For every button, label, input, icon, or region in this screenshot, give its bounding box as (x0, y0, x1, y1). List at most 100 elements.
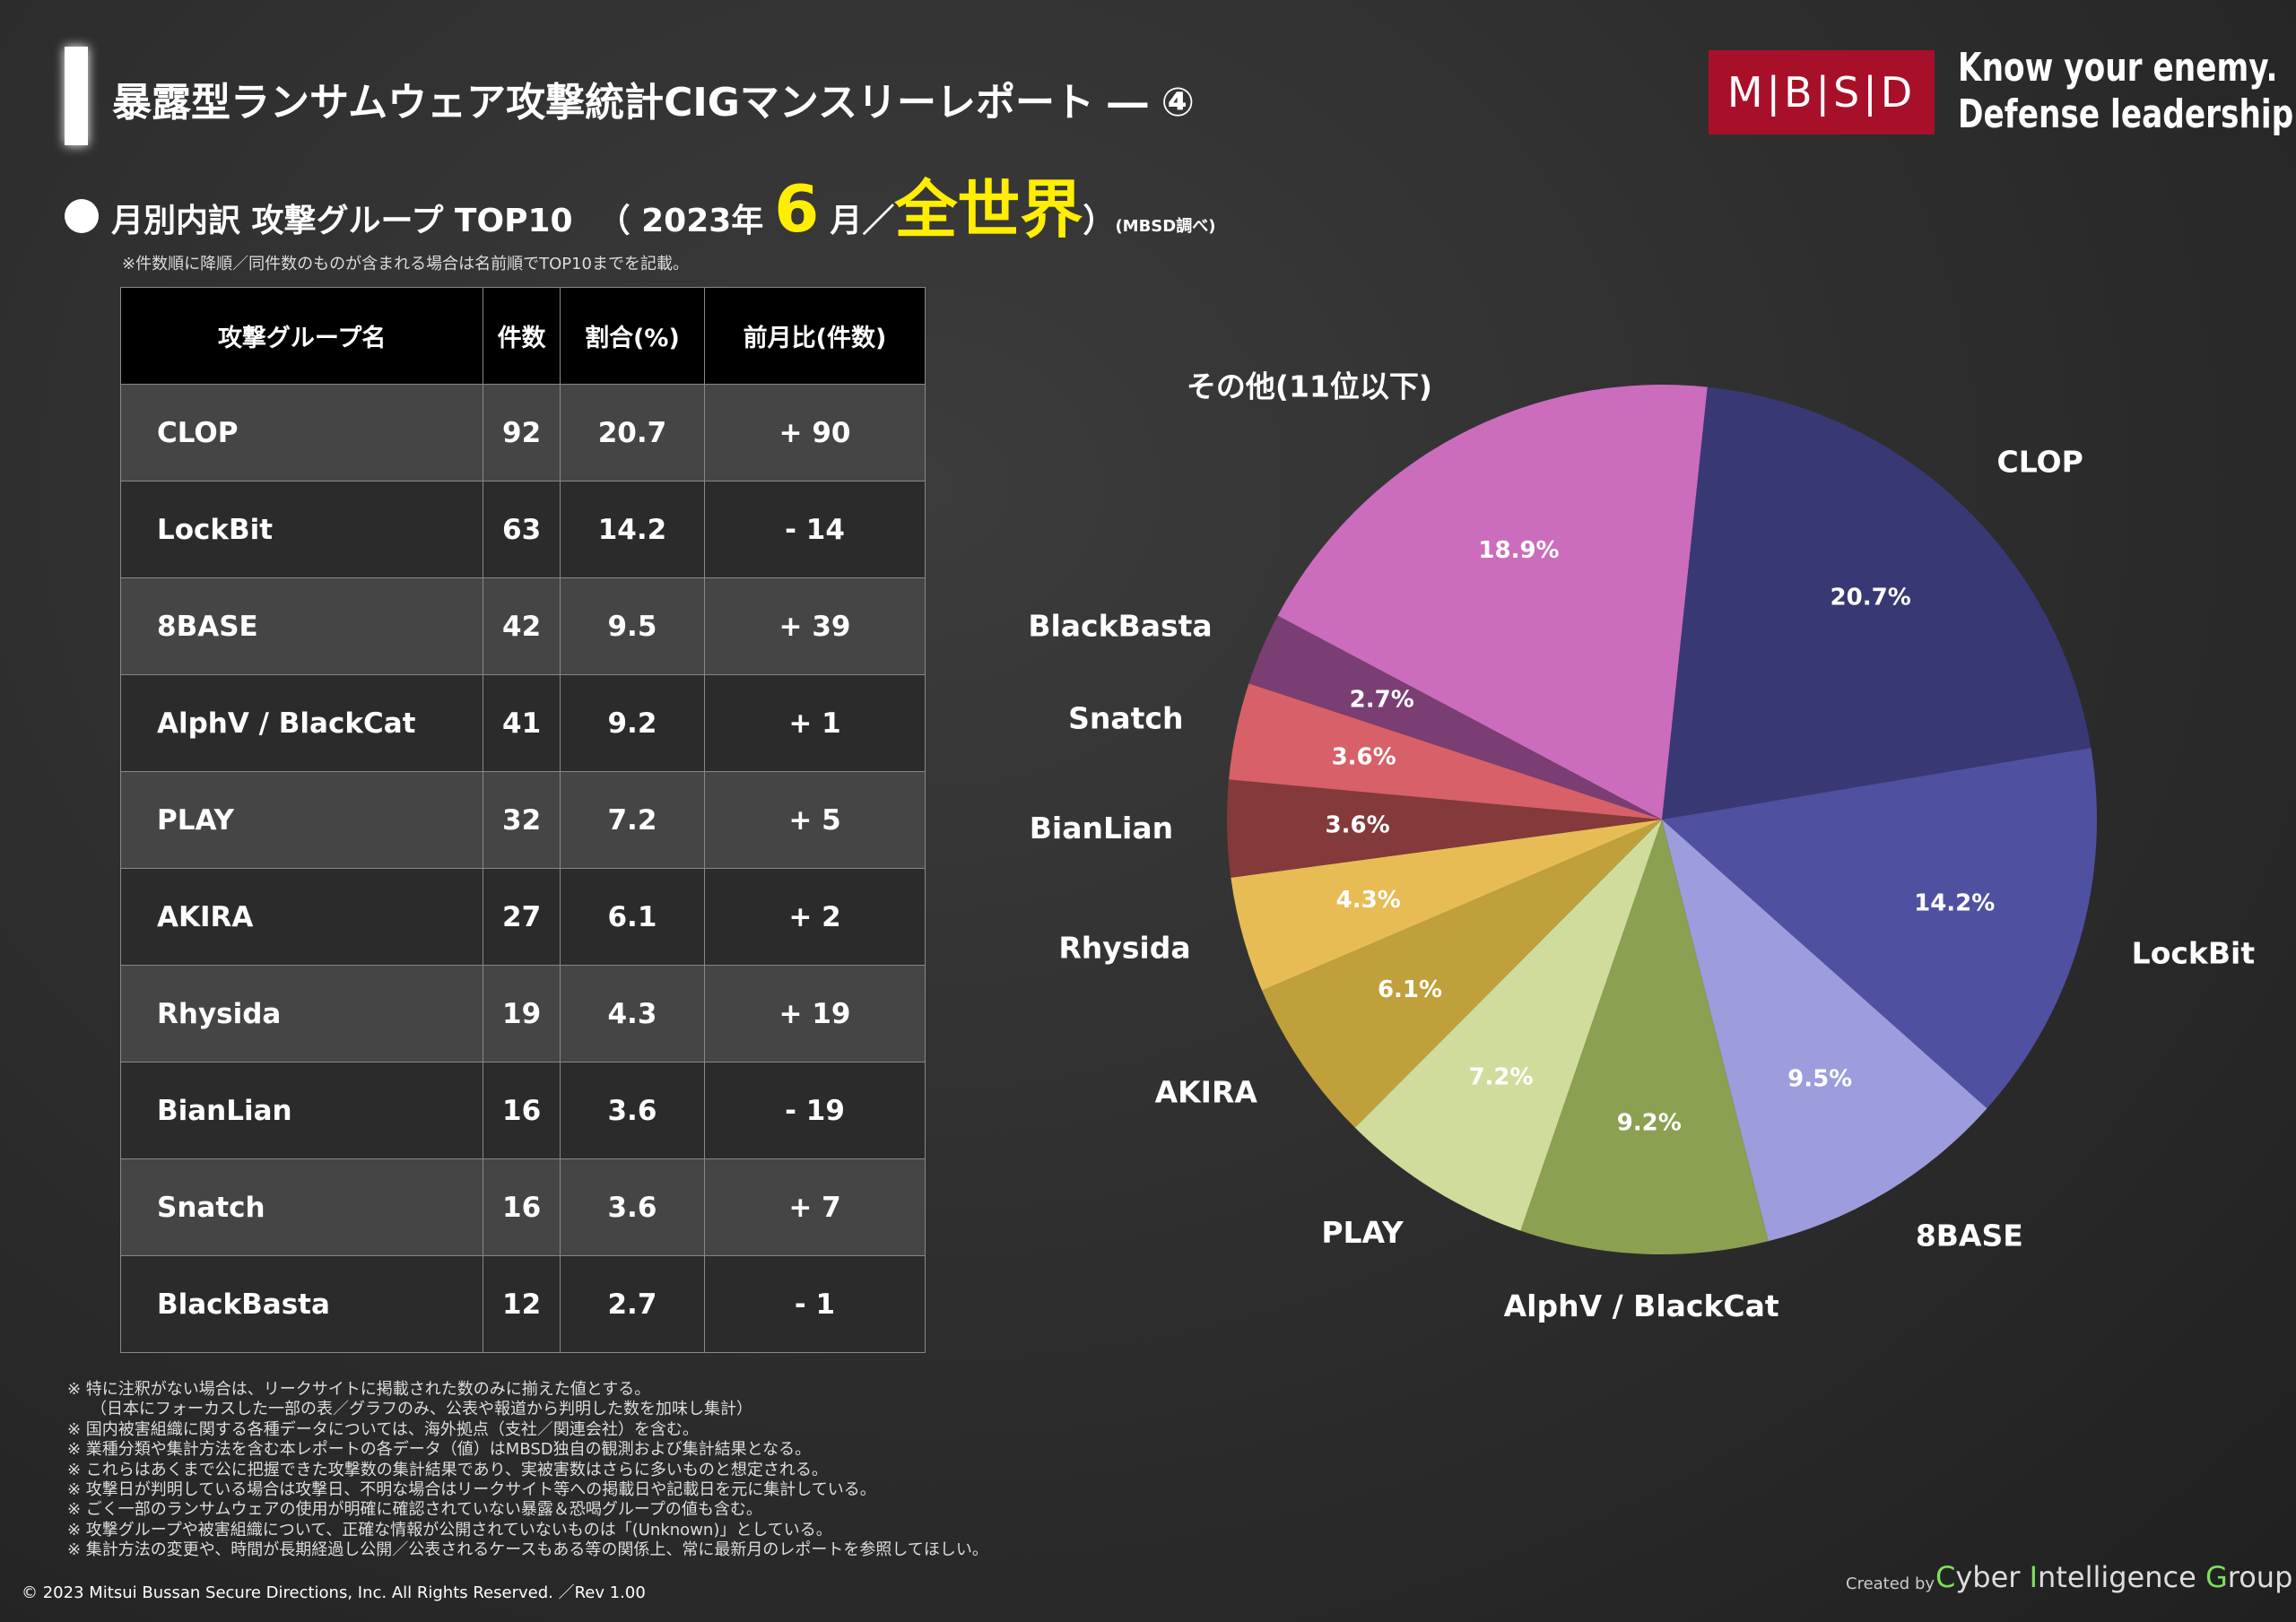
note: ※件数順に降順／同件数のものが含まれる場合は名前順でTOP10までを記載。 (122, 255, 690, 273)
title: 暴露型ランサムウェア攻撃統計CIGマンスリーレポート ― ④ (112, 80, 1195, 126)
slice-category-label: AKIRA (1155, 1074, 1258, 1109)
table-cell: 12 (483, 1255, 561, 1353)
slice-value-label: 7.2% (1468, 1064, 1533, 1091)
slice-category-label: BianLian (1030, 811, 1173, 846)
pie-slice (1662, 748, 2097, 1109)
footnote: （日本にフォーカスした一部の表／グラフのみ、公表や報道から判明した数を加味し集計… (91, 1400, 752, 1419)
subtitle: （ 2023年 (597, 203, 764, 239)
pie-slice (1229, 683, 1662, 820)
table: 攻撃グループ名 件数 割合(%) 前月比(件数) CLOP 92 20.7 + 90 LockB… (119, 287, 926, 1353)
table-cell: 2.7 (559, 1255, 706, 1353)
slice-category-label: BlackBasta (1028, 609, 1212, 644)
table-cell: - 1 (704, 1255, 926, 1353)
slice-value-label: 2.7% (1350, 686, 1414, 713)
table-row: AKIRA 27 6.1 + 2 (119, 868, 926, 966)
title-bar (65, 47, 88, 145)
slice-value-label: 9.5% (1787, 1066, 1852, 1093)
slice-category-label: CLOP (1996, 445, 2083, 480)
copyright: © 2023 Mitsui Bussan Secure Directions, … (22, 1583, 646, 1602)
table-cell: 32 (483, 771, 561, 869)
slice-value-label: 18.9% (1478, 537, 1559, 564)
table-row: 8BASE 42 9.5 + 39 (119, 577, 926, 675)
source: (MBSD調べ) (1115, 217, 1216, 236)
table-cell: 3.6 (559, 1158, 706, 1256)
table-row: BlackBasta 12 2.7- 1 (119, 1255, 926, 1353)
column-header: 割合(%) (559, 287, 706, 385)
pie-slice (1248, 615, 1662, 820)
slice-category-label: Snatch (1068, 700, 1183, 735)
table-row: Rhysida 19 4.3 + 19 (119, 965, 926, 1063)
table-cell: AlphV / BlackCat (119, 674, 484, 772)
table-row: BianLian 16 3.6- 19 (119, 1062, 926, 1159)
slogan: Defense leadership. (1958, 91, 2296, 137)
table-row: AlphV / BlackCat 41 9.2 + 1 (119, 674, 926, 772)
table-cell: BlackBasta (119, 1255, 484, 1353)
table-cell: + 19 (704, 965, 926, 1063)
table-cell: 9.2 (559, 674, 706, 772)
subtitle: 月別内訳 攻撃グループ TOP10 (111, 203, 573, 239)
table-cell: 3.6 (559, 1062, 706, 1159)
table-cell: Snatch (119, 1158, 484, 1256)
table-cell: 14.2 (559, 481, 706, 578)
table-row: Snatch 16 3.6 + 7 (119, 1158, 926, 1256)
pie-slice (1354, 820, 1662, 1231)
footnote: ※ これらはあくまで公に把握できた攻撃数の集計結果であり、実被害数はさらに多いも… (67, 1460, 828, 1479)
table-cell: 41 (483, 674, 561, 772)
slice-category-label: 8BASE (1916, 1218, 2023, 1253)
region: 全世界 (894, 173, 1083, 247)
pie-slice (1231, 820, 1662, 991)
group-name: Cyber Intelligence Group (1935, 1560, 2293, 1594)
month: 6 (774, 171, 820, 247)
table-cell: + 5 (704, 771, 926, 869)
bullet (65, 199, 99, 233)
table-cell: + 2 (704, 868, 926, 966)
table-cell: 42 (483, 577, 561, 675)
table-cell: CLOP (119, 384, 484, 481)
slice-category-label: AlphV / BlackCat (1504, 1288, 1779, 1323)
table-cell: + 90 (704, 384, 926, 481)
table-cell: + 1 (704, 674, 926, 772)
footnote: ※ 攻撃グループや被害組織について、正確な情報が公開されていないものは「(Unk… (67, 1520, 832, 1540)
slice-category-label: LockBit (2132, 935, 2256, 970)
table-cell: + 7 (704, 1158, 926, 1256)
table-row: CLOP 92 20.7 + 90 (119, 384, 926, 481)
table-cell: - 14 (704, 481, 926, 578)
slice-value-label: 9.2% (1617, 1110, 1682, 1137)
table-cell: 63 (483, 481, 561, 578)
logo: M|B|S|D (1709, 50, 1935, 134)
pie-slice (1227, 779, 1662, 878)
slice-value-label: 3.6% (1332, 743, 1396, 770)
footnote: ※ 業種分類や集計方法を含む本レポートの各データ（値）はMBSD独自の観測および… (67, 1440, 812, 1460)
pie-slice (1520, 820, 1769, 1254)
slice-value-label: 14.2% (1914, 890, 1995, 917)
table-cell: PLAY (119, 771, 484, 869)
table-cell: BianLian (119, 1062, 484, 1159)
slice-value-label: 4.3% (1336, 887, 1401, 914)
table-cell: 92 (483, 384, 561, 481)
slice-category-label: Rhysida (1058, 930, 1190, 965)
table-cell: 9.5 (559, 577, 706, 675)
table-cell: + 39 (704, 577, 926, 675)
table-cell: AKIRA (119, 868, 484, 966)
slice-category-label: その他(11位以下) (1187, 369, 1432, 403)
pie-slice (1662, 386, 2092, 820)
created-by: Created by (1846, 1574, 1935, 1593)
subtitle: 月／ (830, 203, 895, 239)
footnote: ※ 集計方法の変更や、時間が長期経過し公開／公表されるケースもある等の関係上、常… (67, 1540, 988, 1560)
subtitle: ） (1083, 203, 1116, 239)
table-row: PLAY 32 7.2 + 5 (119, 771, 926, 869)
footnote: ※ 攻撃日が判明している場合は攻撃日、不明な場合はリークサイト等への掲載日や記載… (67, 1480, 876, 1499)
table-cell: 16 (483, 1158, 561, 1256)
table-cell: LockBit (119, 481, 484, 578)
table-cell: 4.3 (559, 965, 706, 1063)
slice-value-label: 3.6% (1326, 812, 1390, 839)
slogan: Know your enemy. (1958, 45, 2278, 91)
pie-slice (1662, 820, 1987, 1242)
slice-category-label: PLAY (1321, 1215, 1405, 1250)
footnote: ※ ごく一部のランサムウェアの使用が明確に確認されていない暴露＆恐喝グループの値… (67, 1500, 762, 1520)
slice-value-label: 20.7% (1831, 584, 1911, 611)
column-header: 前月比(件数) (704, 287, 926, 385)
table-cell: 8BASE (119, 577, 484, 675)
